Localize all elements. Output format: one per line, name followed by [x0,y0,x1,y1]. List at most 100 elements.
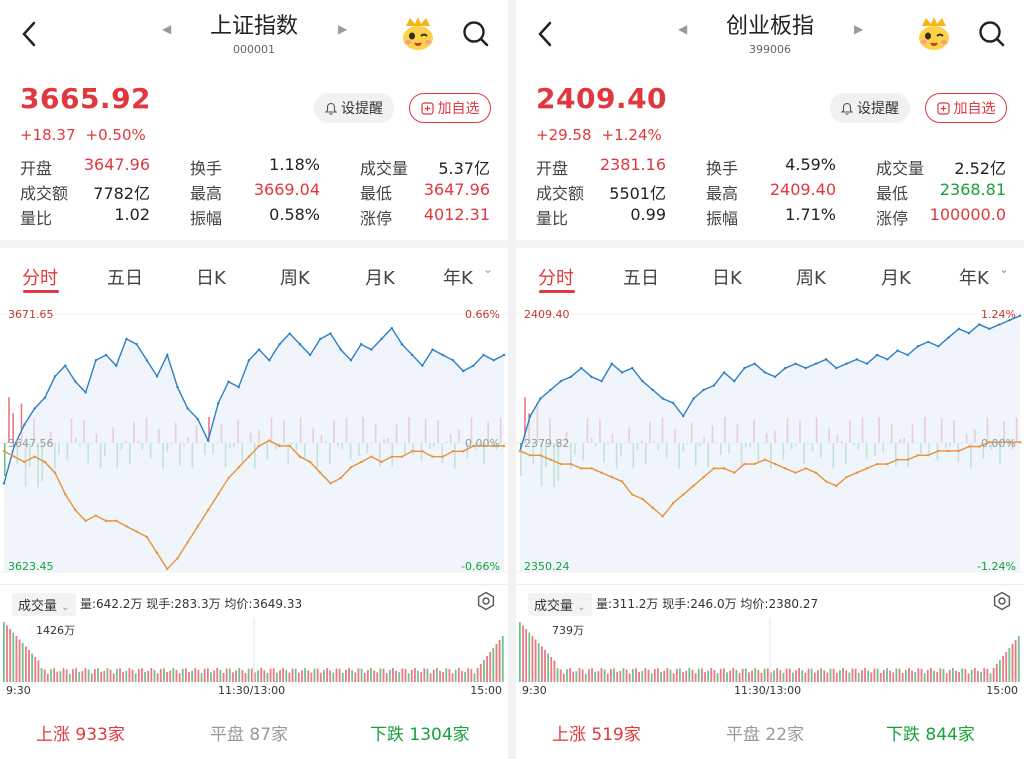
next-index-icon[interactable]: ▶ [338,22,348,36]
tab-0[interactable]: 分时 [538,268,574,289]
tab-3[interactable]: 周K [280,268,310,289]
average-point [461,450,465,453]
volume-bar [241,670,244,682]
volume-bar [770,672,772,682]
average-point [74,508,77,512]
volume-bar [78,671,81,682]
page-title: 上证指数 [209,14,298,39]
unchanged[interactable]: 平盘 22家 [726,720,804,745]
search-button[interactable] [976,18,1008,50]
volume-bar [839,670,841,682]
price-point [410,353,414,357]
volume-bar [813,672,816,682]
advancers[interactable]: 上涨 933家 [36,720,125,745]
average-point [380,460,383,464]
volume-bar [744,668,747,682]
price-point [2,482,6,485]
volume-bar [904,669,907,682]
tab-5[interactable]: 年K [443,268,473,289]
next-index-icon[interactable]: ▶ [854,22,864,36]
back-button[interactable] [14,16,44,52]
chart-top-price: 2409.40 [524,308,570,321]
volume-bar [710,668,713,682]
back-button[interactable] [530,16,560,52]
average-point [722,467,726,470]
decliners[interactable]: 下跌 844家 [886,720,975,745]
volume-bar [260,668,263,682]
chart-top-price: 3671.65 [8,308,54,321]
search-button[interactable] [460,18,492,50]
volume-bar [970,669,973,682]
average-point [600,471,603,474]
advancers[interactable]: 上涨 519家 [552,720,641,745]
decliners[interactable]: 下跌 1304家 [370,720,470,745]
volume-bar [591,668,593,682]
flow-bar [524,397,526,443]
volume-selector[interactable]: 成交量 ⌄ [528,593,592,616]
add-watchlist-button[interactable]: 加自选 [925,93,1007,123]
tab-2[interactable]: 日K [196,268,226,289]
tab-3[interactable]: 周K [796,268,826,289]
tab-1[interactable]: 五日 [623,268,659,289]
average-point [278,444,281,448]
tab-1[interactable]: 五日 [107,268,143,289]
tab-0[interactable]: 分时 [22,268,58,289]
add-watchlist-button[interactable]: 加自选 [409,93,491,123]
volume-bar [275,672,278,682]
volume-bar [644,668,647,682]
header: ◀ 上证指数 000001 ▶ [0,0,508,72]
volume-bar [294,668,297,682]
volume-bar [370,668,372,682]
mascot-icon[interactable] [398,14,438,54]
stat-label: 振幅 [706,209,739,228]
volume-bar [691,669,694,682]
set-alert-button[interactable]: 设提醒 [830,93,910,123]
price-point [610,362,614,365]
price-point [298,343,302,346]
tab-4[interactable]: 月K [881,268,911,289]
volume-bar [867,670,870,682]
stat-value: 2.52亿 [954,159,1006,178]
volume-max-label: 1426万 [36,624,75,637]
time-mid: 11:30/13:00 [218,684,286,697]
tab-2[interactable]: 日K [712,268,742,289]
intraday-chart[interactable]: 2409.40 1.24% 2379.82 0.00% 2350.24 -1.24% [516,300,1024,582]
average-point [155,551,159,555]
volume-bar [250,668,253,682]
average-point [247,455,251,458]
average-point [610,475,614,479]
unchanged[interactable]: 平盘 87家 [210,720,288,745]
price-point [115,364,118,367]
volume-bar [870,672,873,682]
average-point [896,458,899,461]
prev-index-icon[interactable]: ◀ [162,22,172,36]
volume-toolbar: 成交量 ⌄ 量:311.2万 现手:246.0万 均价:2380.27 [516,584,1024,618]
price-point [482,353,485,357]
volume-bar [657,668,659,682]
volume-chart[interactable]: 739万 [516,618,1024,684]
volume-bar [807,668,810,682]
mascot-icon[interactable] [914,14,954,54]
tab-4[interactable]: 月K [365,268,395,289]
stat-label: 振幅 [190,209,223,228]
tab-5[interactable]: 年K [959,268,989,289]
current-price: 2409.40 [536,82,668,115]
volume-bar [188,672,190,682]
stats-row: 成交额 7782亿 最高 3669.04 最低 3647.96 [0,180,508,205]
volume-selector[interactable]: 成交量 ⌄ [12,593,76,616]
average-point [502,444,506,448]
settings-button[interactable] [476,591,496,611]
intraday-chart[interactable]: 3671.65 0.66% 3647.56 0.00% 3623.45 -0.66% [0,300,508,582]
volume-bar [986,668,989,682]
price-point [784,366,787,370]
settings-button[interactable] [992,591,1012,611]
price-point [461,369,465,373]
volume-bar [197,669,200,682]
average-point [400,455,404,458]
set-alert-button[interactable]: 设提醒 [314,93,394,123]
average-point [84,519,87,523]
volume-bar [829,668,832,682]
stat-value: 3647.96 [423,180,490,199]
prev-index-icon[interactable]: ◀ [678,22,688,36]
volume-chart[interactable]: 1426万 [0,618,508,684]
